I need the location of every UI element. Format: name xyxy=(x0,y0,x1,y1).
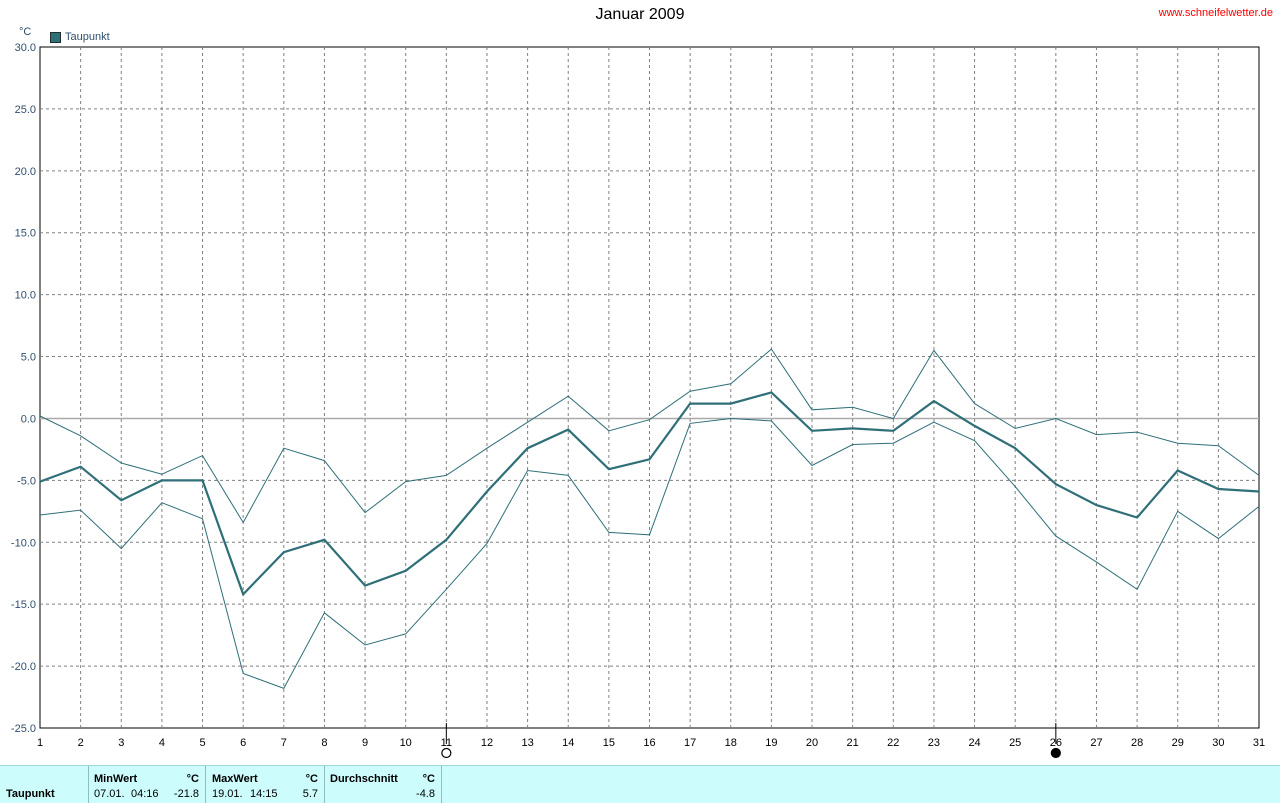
x-tick-label: 2 xyxy=(78,737,84,749)
y-tick-label: 20.0 xyxy=(15,166,36,178)
x-tick-label: 22 xyxy=(887,737,899,749)
x-tick-label: 6 xyxy=(240,737,246,749)
y-tick-label: 15.0 xyxy=(15,228,36,240)
legend: Taupunkt xyxy=(50,31,110,43)
y-tick-label: -15.0 xyxy=(11,599,36,611)
x-tick-label: 28 xyxy=(1131,737,1143,749)
max-unit: °C xyxy=(305,773,318,785)
max-value: 5.7 xyxy=(302,788,318,800)
y-tick-label: -5.0 xyxy=(17,475,36,487)
x-tick-label: 19 xyxy=(765,737,777,749)
x-tick-label: 24 xyxy=(968,737,980,749)
max-label: MaxWert xyxy=(212,773,258,785)
series-line-min xyxy=(39,417,1260,690)
y-tick-label: 0.0 xyxy=(21,413,36,425)
axes: 30.0 25.0 20.0 15.0 10.0 5.0 0.0 -5.0 -10.0 -15.0… xyxy=(11,42,1265,749)
footer-row-label: Taupunkt xyxy=(6,788,55,800)
y-tick-label: 30.0 xyxy=(15,42,36,54)
max-date: 19.01. xyxy=(212,788,243,800)
x-tick-label: 27 xyxy=(1090,737,1102,749)
x-tick-label: 16 xyxy=(643,737,655,749)
x-tick-label: 29 xyxy=(1172,737,1184,749)
x-tick-label: 31 xyxy=(1253,737,1265,749)
y-tick-label: -20.0 xyxy=(11,661,36,673)
min-unit: °C xyxy=(186,773,199,785)
chart: 30.0 25.0 20.0 15.0 10.0 5.0 0.0 -5.0 -10.0 -15.0… xyxy=(11,42,1265,759)
y-tick-label: -10.0 xyxy=(11,537,36,549)
x-tick-label: 8 xyxy=(321,737,327,749)
y-axis-unit: °C xyxy=(19,26,32,38)
new-moon-icon xyxy=(1050,747,1061,759)
legend-swatch xyxy=(50,31,61,43)
x-tick-label: 12 xyxy=(481,737,493,749)
y-tick-label: 25.0 xyxy=(15,104,36,116)
y-tick-label: 5.0 xyxy=(21,352,36,364)
x-tick-label: 10 xyxy=(400,737,412,749)
y-tick-label: -25.0 xyxy=(11,723,36,735)
legend-label: Taupunkt xyxy=(65,31,110,43)
max-time: 14:15 xyxy=(250,788,278,800)
avg-value: -4.8 xyxy=(416,788,435,800)
x-tick-label: 21 xyxy=(847,737,859,749)
avg-unit: °C xyxy=(422,773,435,785)
min-date: 07.01. xyxy=(94,788,125,800)
x-tick-label: 15 xyxy=(603,737,615,749)
avg-label: Durchschnitt xyxy=(330,773,398,785)
series xyxy=(39,348,1260,690)
min-time: 04:16 xyxy=(131,788,159,800)
x-tick-label: 3 xyxy=(118,737,124,749)
x-tick-label: 9 xyxy=(362,737,368,749)
site-link[interactable]: www.schneifelwetter.de xyxy=(1158,7,1273,19)
x-tick-label: 23 xyxy=(928,737,940,749)
min-label: MinWert xyxy=(94,773,138,785)
y-tick-label: 10.0 xyxy=(15,290,36,302)
max-cell: MaxWert °C 19.01. 14:15 5.7 xyxy=(206,766,325,803)
full-moon-icon xyxy=(441,747,452,759)
footer-row-label-cell: Taupunkt xyxy=(0,766,89,803)
x-tick-label: 4 xyxy=(159,737,165,749)
x-tick-label: 18 xyxy=(725,737,737,749)
series-line-mean xyxy=(39,391,1260,597)
x-tick-label: 5 xyxy=(199,737,205,749)
min-value: -21.8 xyxy=(173,788,199,800)
x-tick-label: 17 xyxy=(684,737,696,749)
stats-footer: Taupunkt MinWert °C 07.01. 04:16 -21.8 M… xyxy=(0,765,1280,803)
x-tick-label: 25 xyxy=(1009,737,1021,749)
chart-title: Januar 2009 xyxy=(595,6,685,23)
x-tick-label: 13 xyxy=(521,737,533,749)
avg-cell: Durchschnitt °C -4.8 xyxy=(325,766,442,803)
series-line-max xyxy=(39,348,1260,524)
x-tick-label: 30 xyxy=(1212,737,1224,749)
moon-phases xyxy=(441,723,1061,759)
x-tick-label: 1 xyxy=(37,737,43,749)
min-cell: MinWert °C 07.01. 04:16 -21.8 xyxy=(89,766,206,803)
x-tick-label: 7 xyxy=(281,737,287,749)
x-tick-label: 20 xyxy=(806,737,818,749)
x-tick-label: 14 xyxy=(562,737,574,749)
